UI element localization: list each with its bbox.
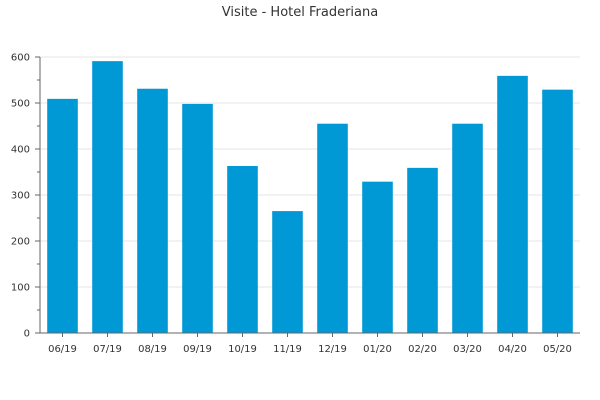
x-tick-label: 10/19 [228, 344, 257, 355]
chart-title: Visite - Hotel Fraderiana [222, 5, 378, 20]
gridlines [40, 56, 580, 288]
bar [452, 123, 483, 333]
x-tick-label: 05/20 [543, 344, 572, 355]
bar [542, 89, 573, 333]
axes [35, 56, 580, 337]
x-tick-label: 07/19 [93, 344, 122, 355]
bar [362, 181, 393, 333]
y-tick-label: 100 [11, 283, 30, 294]
x-tick-label: 04/20 [498, 344, 527, 355]
bar [47, 98, 78, 333]
y-tick-label: 300 [11, 191, 30, 202]
y-tick-label: 0 [24, 329, 30, 340]
bars [47, 61, 573, 334]
bar [182, 103, 213, 333]
bar [317, 123, 348, 333]
tick-labels: 0 100 200 300 400 500 600 06/19 07/19 08/19 09/19 1… [11, 53, 572, 356]
bar [137, 88, 168, 334]
bar [272, 211, 303, 333]
y-tick-label: 500 [11, 99, 30, 110]
bar [227, 166, 258, 333]
bar [497, 75, 528, 334]
x-tick-label: 01/20 [363, 344, 392, 355]
x-tick-label: 11/19 [273, 344, 302, 355]
x-tick-label: 12/19 [318, 344, 347, 355]
y-tick-label: 200 [11, 237, 30, 248]
x-tick-label: 08/19 [138, 344, 167, 355]
x-tick-label: 03/20 [453, 344, 482, 355]
y-tick-label: 400 [11, 145, 30, 156]
y-tick-label: 600 [11, 53, 30, 64]
x-tick-label: 02/20 [408, 344, 437, 355]
bar [92, 61, 123, 333]
x-tick-label: 06/19 [48, 344, 77, 355]
bar [407, 167, 438, 333]
x-tick-label: 09/19 [183, 344, 212, 355]
